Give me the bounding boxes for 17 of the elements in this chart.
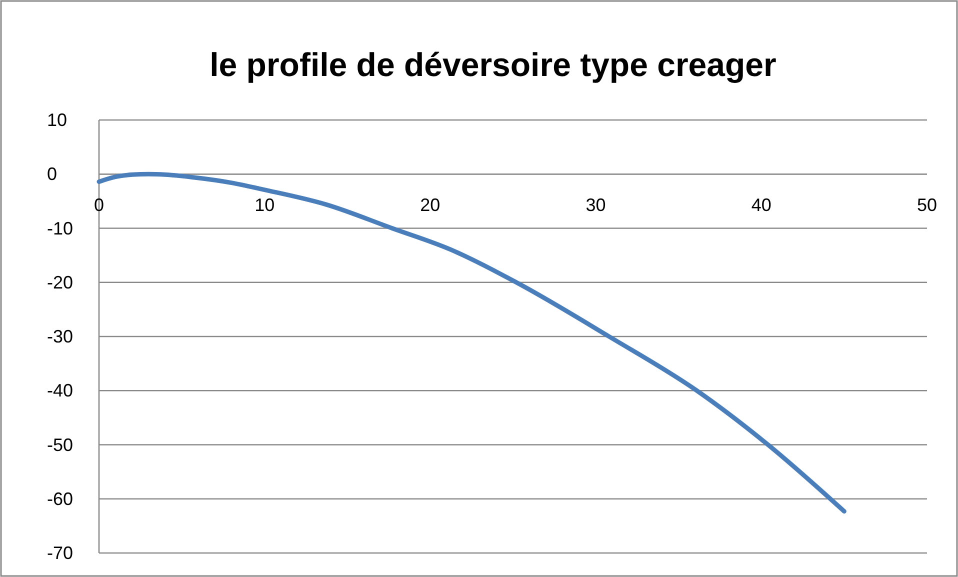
y-tick-label: -40 (47, 380, 74, 401)
y-tick-label: -10 (47, 218, 74, 238)
y-tick-label: 10 (47, 110, 68, 130)
y-tick-label: 0 (47, 164, 58, 184)
y-tick-label: -70 (47, 543, 74, 563)
x-tick-label: 0 (94, 195, 104, 216)
x-tick-label: 40 (751, 195, 772, 216)
y-tick-label: -20 (47, 272, 74, 292)
line-series (96, 172, 846, 514)
y-tick-label: -50 (47, 434, 74, 455)
chart-title: le profile de déversoire type creager (210, 46, 777, 83)
x-tick-label: 10 (254, 195, 275, 216)
y-tick-label: -60 (47, 488, 74, 509)
y-tick-label: -30 (47, 326, 74, 346)
x-tick-label: 20 (420, 195, 440, 216)
x-tick-label: 50 (916, 195, 938, 216)
x-tick-label: 30 (586, 195, 606, 216)
